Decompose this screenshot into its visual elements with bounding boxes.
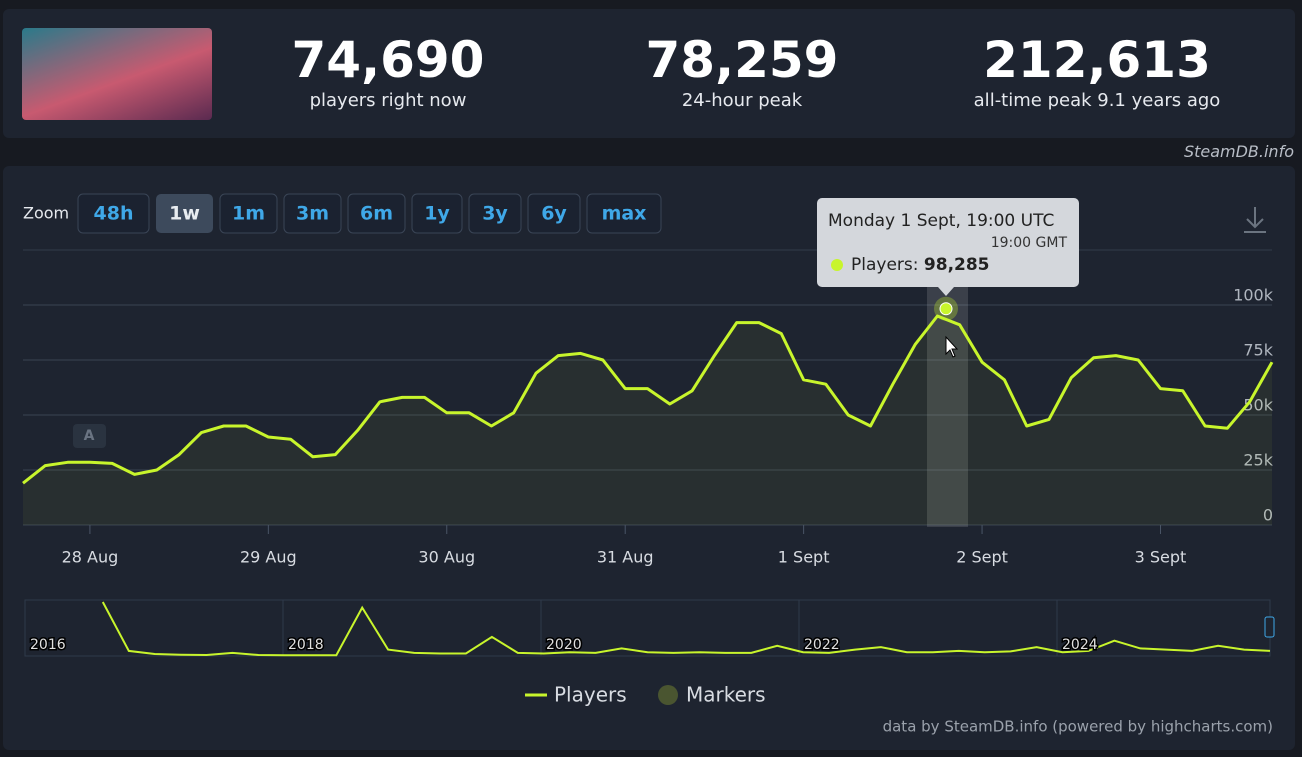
legend-marker (658, 685, 678, 705)
zoom-button-label: 6y (541, 203, 567, 225)
zoom-button[interactable] (77, 193, 150, 234)
tooltip-value: 98,285 (924, 255, 990, 275)
zoom-label: Zoom (23, 204, 69, 223)
navigator-label: 2016 (30, 637, 66, 653)
y-tick-label: 0 (1263, 506, 1273, 525)
stat-value: 212,613 (983, 31, 1211, 89)
zoom-button[interactable] (468, 193, 522, 234)
zoom-button-label: 3y (482, 203, 508, 225)
cursor (945, 335, 959, 358)
zoom-button[interactable] (527, 193, 581, 234)
navigator-label: 2022 (804, 637, 840, 653)
x-tick-label: 29 Aug (240, 548, 297, 567)
x-tick-label: 31 Aug (597, 548, 654, 567)
hover-band (927, 250, 968, 527)
stat: 74,690 players right now (238, 30, 538, 111)
zoom-button-label: 3m (296, 203, 329, 225)
game-image (22, 28, 212, 120)
zoom-button[interactable] (283, 193, 342, 234)
zoom-button-label: 48h (94, 203, 134, 225)
zoom-button-label: 1y (424, 203, 450, 225)
zoom-button-label: 1m (232, 203, 265, 225)
tooltip-subtitle: 19:00 GMT (991, 235, 1068, 251)
series-area (23, 316, 1272, 525)
zoom-button[interactable] (411, 193, 463, 234)
stat-label: 24-hour peak (681, 90, 803, 111)
navigator-label: 2024 (1062, 637, 1098, 653)
navigator-label: 2020 (546, 637, 582, 653)
navigator-handle[interactable] (1264, 616, 1275, 638)
stat-label: all-time peak 9.1 years ago (973, 90, 1221, 111)
stat-value: 78,259 (645, 31, 839, 89)
stat-label: players right now (309, 90, 467, 111)
y-tick-label: 100k (1233, 286, 1274, 305)
y-tick-label: 25k (1243, 451, 1273, 470)
x-tick-label: 1 Sept (778, 548, 830, 567)
zoom-button[interactable] (347, 193, 406, 234)
tooltip-sep: : (913, 255, 924, 275)
y-tick-label: 75k (1243, 341, 1273, 360)
legend-label[interactable]: Markers (686, 683, 766, 707)
tooltip-dot (831, 259, 843, 271)
annotation-box (73, 424, 106, 448)
navigator-label: 2018 (288, 637, 324, 653)
tooltip-series: Players (851, 255, 913, 275)
stats-panel (3, 9, 1295, 138)
legend-label[interactable]: Players (554, 683, 627, 707)
download-icon (1244, 207, 1266, 233)
zoom-button-label: max (602, 203, 647, 225)
tooltip-title: Monday 1 Sept, 19:00 UTC (828, 211, 1054, 231)
x-tick-label: 30 Aug (418, 548, 475, 567)
stat-value: 74,690 (291, 31, 485, 89)
zoom-button[interactable] (219, 193, 278, 234)
hover-point (939, 302, 953, 316)
zoom-button-label: 6m (360, 203, 393, 225)
x-tick-label: 28 Aug (62, 548, 119, 567)
tooltip-row: Players: 98,285 (851, 255, 990, 275)
stat: 78,259 24-hour peak (592, 30, 892, 111)
zoom-button[interactable] (586, 193, 662, 234)
series-line (22, 314, 1274, 485)
tooltip-box (817, 198, 1079, 296)
navigator-line (101, 601, 1271, 657)
stat: 212,613 all-time peak 9.1 years ago (947, 30, 1247, 111)
source: SteamDB.info (1183, 142, 1294, 161)
credits: data by SteamDB.info (powered by highcha… (883, 718, 1273, 736)
zoom-button-label: 1w (169, 203, 200, 225)
x-tick-label: 3 Sept (1135, 548, 1187, 567)
x-tick-label: 2 Sept (956, 548, 1008, 567)
annotation: A (84, 428, 95, 444)
zoom-button[interactable] (156, 194, 213, 233)
